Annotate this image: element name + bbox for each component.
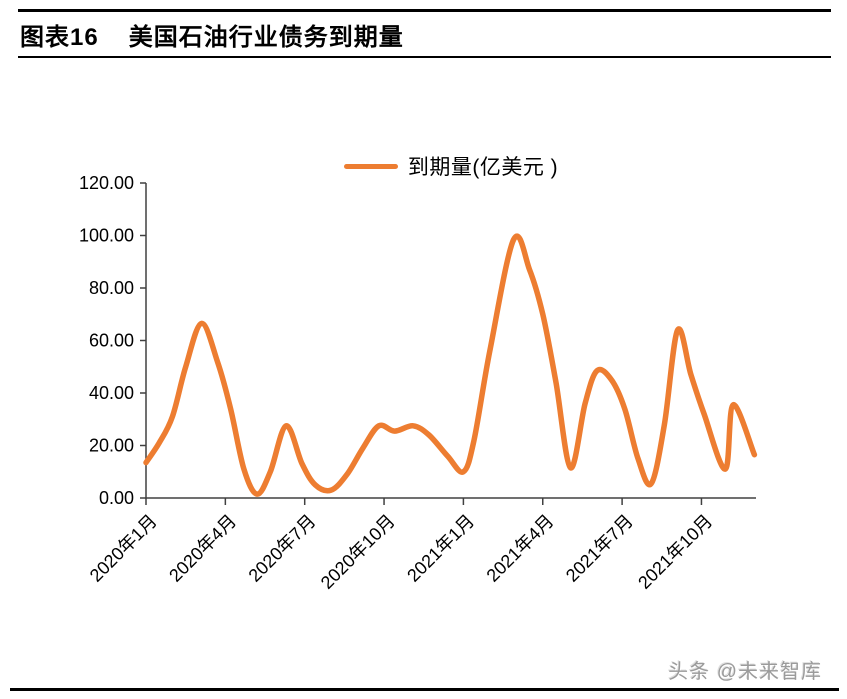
x-axis-tick-label: 2020年10月: [317, 511, 399, 593]
x-axis-tick-label: 2021年7月: [562, 511, 637, 586]
y-axis-tick-label: 80.00: [89, 278, 134, 298]
y-axis-tick-label: 120.00: [79, 173, 134, 193]
x-axis-tick-label: 2021年10月: [634, 511, 716, 593]
legend-series-label: 到期量(亿美元 ): [407, 156, 559, 179]
series-line-path: [143, 233, 758, 497]
y-axis-tick-label: 0.00: [99, 488, 134, 508]
legend-line-icon: [343, 163, 398, 169]
page-bottom-rule: [10, 688, 839, 691]
y-axis-tick-label: 100.00: [79, 226, 134, 246]
chart-number-label: 图表16: [20, 24, 99, 51]
y-axis-tick-label: 20.00: [89, 436, 134, 456]
header-top-rule: [18, 9, 831, 12]
page-title: 美国石油行业债务到期量: [128, 24, 404, 51]
x-axis-tick-label: 2020年7月: [245, 511, 320, 586]
x-axis-tick-label: 2020年1月: [86, 511, 161, 586]
chart-header: 图表16 美国石油行业债务到期量: [20, 17, 827, 52]
chart-legend: 到期量(亿美元 ): [146, 151, 756, 181]
y-axis-tick-label: 60.00: [89, 331, 134, 351]
x-axis-tick-label: 2021年4月: [483, 511, 558, 586]
y-axis-tick-label: 40.00: [89, 383, 134, 403]
header-bottom-rule: [18, 56, 831, 58]
x-axis-tick-label: 2021年1月: [403, 511, 478, 586]
x-axis-tick-label: 2020年4月: [165, 511, 240, 586]
watermark-text: 头条 @未来智库: [668, 661, 822, 683]
